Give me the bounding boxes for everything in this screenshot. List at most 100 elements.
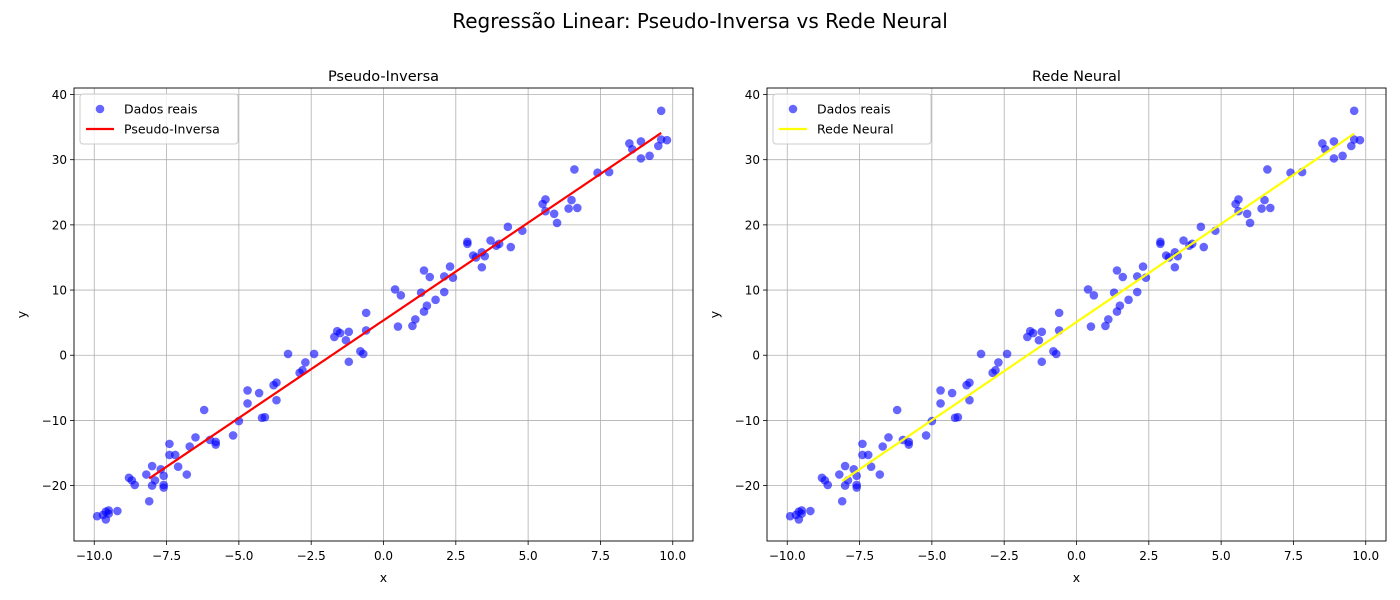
- x-tick-label: −5.0: [224, 549, 253, 563]
- x-tick-label: −7.5: [845, 549, 874, 563]
- x-tick-label: −2.5: [990, 549, 1019, 563]
- x-tick-label: 5.0: [1212, 549, 1231, 563]
- data-point: [390, 285, 400, 294]
- x-tick-label: −10.0: [76, 549, 113, 563]
- x-tick-label: 2.5: [446, 549, 465, 563]
- data-point: [361, 308, 371, 318]
- data-point: [837, 496, 847, 506]
- data-point: [892, 405, 902, 415]
- data-point: [422, 301, 432, 311]
- data-point: [1089, 290, 1099, 300]
- data-point: [335, 328, 345, 338]
- data-point: [863, 450, 873, 460]
- data-point: [191, 433, 200, 442]
- data-point: [393, 322, 403, 331]
- data-point: [243, 386, 252, 395]
- data-point: [165, 439, 174, 449]
- y-tick-label: −20: [42, 479, 67, 493]
- data-point: [182, 470, 192, 479]
- data-point: [1034, 335, 1044, 345]
- x-tick-label: 10.0: [659, 549, 686, 563]
- data-point: [1083, 285, 1093, 294]
- data-point: [173, 462, 183, 471]
- data-point: [1086, 322, 1096, 331]
- data-point: [104, 506, 114, 515]
- data-point: [463, 237, 472, 247]
- data-point: [1104, 315, 1113, 324]
- data-point: [243, 399, 252, 408]
- data-point: [1138, 262, 1148, 271]
- data-point: [506, 242, 516, 252]
- data-point: [656, 106, 666, 116]
- data-point: [1028, 328, 1038, 338]
- data-point: [976, 349, 986, 359]
- data-point: [835, 470, 844, 479]
- data-point: [272, 395, 281, 405]
- x-tick-label: 0.0: [1067, 549, 1086, 563]
- data-point: [150, 476, 160, 485]
- data-point: [1170, 262, 1180, 272]
- data-point: [878, 442, 888, 451]
- data-point: [965, 395, 974, 405]
- data-point: [1260, 195, 1269, 205]
- data-point: [636, 154, 646, 163]
- data-point: [144, 496, 154, 506]
- y-axis-label: y: [14, 310, 29, 318]
- x-tick-label: −7.5: [152, 549, 181, 563]
- x-tick-label: 10.0: [1352, 549, 1379, 563]
- data-point: [1257, 204, 1266, 213]
- data-point: [636, 137, 646, 146]
- data-point: [875, 470, 885, 479]
- x-tick-label: 0.0: [374, 549, 393, 563]
- data-point: [858, 439, 867, 449]
- data-point: [344, 327, 354, 337]
- data-point: [309, 349, 319, 359]
- x-tick-label: 2.5: [1139, 549, 1158, 563]
- legend-label: Pseudo-Inversa: [124, 122, 220, 137]
- right-subplot-rede-neural: −10.0 −7.5 −5.0 −2.5 0.0 2.5 5.0 7.5 10.0 −20 −10 0…: [707, 69, 1387, 585]
- legend-label: Dados reais: [817, 102, 891, 117]
- data-point: [503, 222, 513, 232]
- y-tick-label: −10: [42, 414, 67, 428]
- data-point: [358, 349, 368, 359]
- data-point: [572, 203, 582, 213]
- legend-box: [772, 93, 932, 145]
- x-axis-label: x: [380, 570, 387, 585]
- data-point: [1338, 151, 1347, 161]
- data-point: [344, 357, 354, 367]
- data-point: [1329, 154, 1339, 163]
- data-point: [419, 266, 429, 275]
- data-point: [159, 483, 168, 492]
- data-point: [797, 506, 807, 515]
- data-point: [552, 218, 562, 228]
- data-point: [477, 262, 487, 272]
- data-point: [852, 483, 861, 492]
- data-point: [936, 399, 945, 408]
- subplot-title: Rede Neural: [1032, 69, 1121, 85]
- data-point: [806, 506, 815, 516]
- y-tick-label: 30: [52, 153, 67, 167]
- legend-label: Rede Neural: [817, 122, 894, 137]
- data-point: [341, 335, 351, 345]
- figure-suptitle: Regressão Linear: Pseudo-Inversa vs Rede…: [452, 9, 948, 33]
- y-tick-label: 0: [752, 349, 760, 363]
- data-point: [1349, 106, 1359, 116]
- data-point: [1179, 236, 1188, 245]
- x-tick-label: −10.0: [769, 549, 806, 563]
- subplot-title: Pseudo-Inversa: [328, 69, 439, 85]
- data-point: [1263, 165, 1272, 174]
- data-point: [904, 440, 914, 449]
- legend-marker: [788, 104, 798, 114]
- data-point: [211, 440, 221, 449]
- data-point: [170, 450, 180, 460]
- data-point: [866, 462, 876, 471]
- data-point: [228, 431, 238, 440]
- data-point: [1054, 308, 1064, 318]
- data-point: [840, 461, 850, 471]
- data-point: [1346, 141, 1356, 151]
- left-subplot-pseudo-inversa: −10.0 −7.5 −5.0 −2.5 0.0 2.5 5.0 7.5 10.0 −20 −10 0…: [14, 69, 694, 585]
- y-tick-label: 30: [745, 153, 760, 167]
- data-point: [408, 321, 417, 331]
- x-axis-label: x: [1073, 570, 1080, 585]
